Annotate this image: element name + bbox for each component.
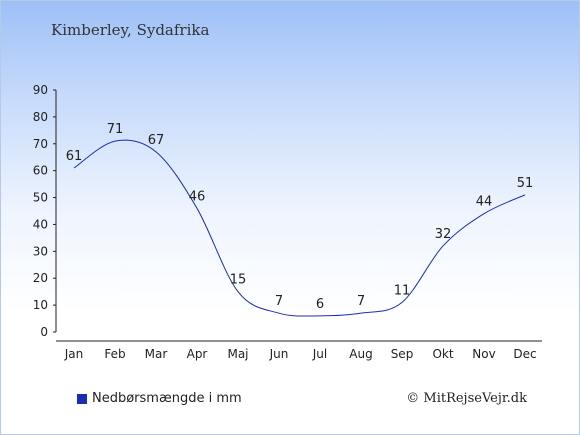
- legend: Nedbørsmængde i mm: [77, 391, 242, 406]
- y-tick-label: 60: [33, 164, 48, 178]
- y-tick-label: 80: [33, 110, 48, 124]
- x-tick-label: Jul: [312, 347, 327, 361]
- x-tick-label: Jan: [64, 347, 84, 361]
- credit-text: © MitRejseVejr.dk: [406, 391, 527, 406]
- y-tick-label: 0: [40, 325, 48, 339]
- data-label: 61: [66, 149, 83, 164]
- data-label: 15: [230, 273, 247, 288]
- data-label: 7: [357, 294, 365, 309]
- y-tick-label: 40: [33, 217, 48, 231]
- data-label: 7: [275, 294, 283, 309]
- data-label: 67: [148, 133, 165, 148]
- y-tick-label: 50: [33, 191, 48, 205]
- series-line: [73, 139, 526, 317]
- x-tick-label: Okt: [432, 347, 453, 361]
- x-tick-label: Feb: [104, 347, 125, 361]
- x-tick-label: Jun: [269, 347, 289, 361]
- y-tick-label: 70: [33, 137, 48, 151]
- data-label: 51: [517, 176, 534, 191]
- data-label: 44: [476, 195, 493, 210]
- y-tick-label: 20: [33, 271, 48, 285]
- legend-label: Nedbørsmængde i mm: [92, 391, 242, 406]
- legend-swatch: [77, 393, 87, 404]
- y-tick-label: 10: [33, 298, 48, 312]
- x-tick-label: Mar: [145, 347, 168, 361]
- data-label: 11: [394, 283, 411, 298]
- y-tick-label: 30: [33, 244, 48, 258]
- x-tick-label: Apr: [187, 347, 208, 361]
- x-tick-label: Maj: [227, 347, 248, 361]
- x-tick-label: Sep: [391, 347, 414, 361]
- y-tick-label: 90: [33, 83, 48, 97]
- x-tick-label: Nov: [472, 347, 495, 361]
- data-label: 32: [435, 227, 452, 242]
- x-tick-label: Aug: [349, 347, 372, 361]
- data-label: 71: [107, 122, 124, 137]
- data-label: 6: [316, 297, 324, 312]
- page-title: Kimberley, Sydafrika: [51, 21, 210, 39]
- data-label: 46: [189, 189, 206, 204]
- x-tick-label: Dec: [513, 347, 536, 361]
